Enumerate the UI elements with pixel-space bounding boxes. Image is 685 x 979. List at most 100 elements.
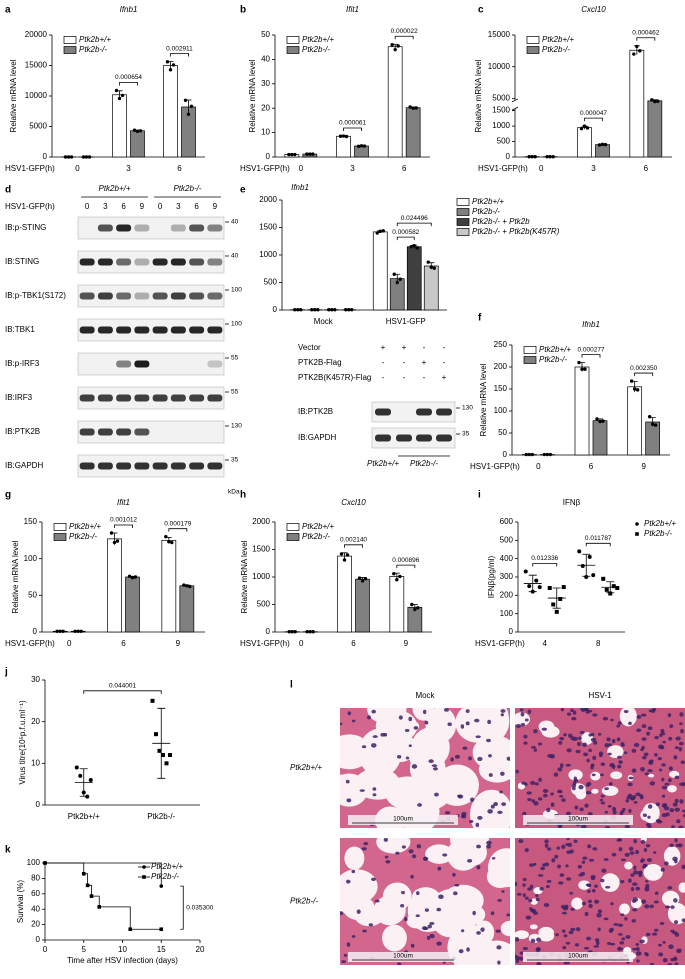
p-value-bracket: [114, 524, 133, 528]
blot-row-label: IB:STING: [5, 257, 39, 266]
y-tick-label: 50: [498, 428, 507, 437]
nucleus: [632, 947, 638, 951]
data-point: [426, 260, 430, 264]
blot-band: [116, 360, 132, 368]
nucleus: [570, 708, 574, 713]
nucleus: [617, 933, 623, 936]
blot-strip: [77, 250, 225, 274]
nucleus: [438, 894, 444, 900]
y-tick-label: 10: [261, 128, 270, 137]
legend-swatch: [63, 46, 77, 54]
data-point: [290, 152, 294, 157]
condition-mark: -: [382, 373, 385, 382]
y-axis-label: Relative mRNA level: [11, 540, 20, 613]
data-point: [635, 44, 639, 49]
nucleus: [474, 718, 480, 723]
group-label: Ptk2b+/+: [367, 459, 399, 468]
nucleus: [669, 724, 674, 729]
nucleus: [476, 931, 481, 935]
bar: [595, 144, 610, 158]
blot-row-label: IB:p-IRF3: [5, 359, 40, 368]
nucleus: [653, 900, 659, 904]
p-value-bracket: [396, 236, 415, 241]
data-point: [316, 308, 320, 312]
nucleus: [646, 731, 651, 736]
blot-band: [116, 258, 132, 266]
data-point: [632, 387, 637, 391]
blot-band: [134, 224, 150, 232]
nucleus: [607, 752, 612, 756]
nucleus: [620, 913, 625, 917]
nucleus: [681, 782, 685, 787]
blot-band: [79, 428, 95, 436]
data-point: [167, 540, 171, 544]
nucleus: [658, 768, 663, 772]
data-point: [392, 572, 396, 576]
data-point: [653, 99, 657, 104]
nucleus: [488, 773, 493, 777]
data-point: [629, 379, 634, 383]
nucleus: [613, 923, 619, 926]
blot-band: [436, 434, 452, 442]
chart-title: Cxcl10: [341, 498, 366, 507]
data-point: [396, 44, 400, 48]
data-point: [429, 265, 433, 269]
nucleus: [363, 841, 369, 846]
bar: [179, 585, 195, 633]
nucleus: [644, 904, 650, 909]
nucleus: [442, 853, 448, 857]
nucleus: [351, 869, 356, 874]
blot-band: [97, 258, 113, 266]
alveolar-space: [358, 728, 402, 778]
nucleus: [610, 902, 614, 906]
nucleus: [655, 802, 660, 807]
lane-label: 9: [140, 202, 145, 211]
alveolar-space: [591, 788, 599, 794]
nucleus: [591, 773, 596, 777]
nucleus: [661, 785, 668, 790]
legend-marker: [142, 875, 146, 879]
scale-bar-box: [523, 815, 633, 825]
x-tick-label: 5: [82, 945, 87, 954]
nucleus: [645, 822, 651, 827]
data-point: [551, 154, 555, 159]
nucleus: [582, 742, 587, 747]
alveolar-space: [399, 719, 420, 733]
size-unit: kDa: [228, 489, 240, 496]
data-point: [414, 106, 418, 110]
nucleus: [610, 718, 614, 722]
nucleus: [647, 726, 653, 731]
bar: [372, 231, 388, 311]
nucleus: [581, 901, 586, 906]
nucleus: [495, 929, 501, 933]
nucleus: [527, 887, 533, 891]
nucleus: [673, 956, 677, 960]
nucleus: [618, 760, 623, 764]
y-tick-label: 20: [31, 920, 40, 929]
nucleus: [546, 807, 551, 813]
alveolar-space: [624, 861, 633, 870]
data-point: [133, 575, 138, 579]
nucleus: [594, 899, 600, 904]
nucleus: [367, 715, 371, 720]
nucleus: [633, 801, 638, 804]
nucleus: [649, 781, 656, 786]
nucleus: [656, 819, 663, 824]
alveolar-space: [529, 924, 538, 930]
nucleus: [602, 716, 609, 721]
legend-swatch: [286, 523, 300, 531]
nucleus: [577, 741, 582, 747]
nucleus: [515, 769, 519, 774]
nucleus: [436, 907, 442, 912]
nucleus: [636, 715, 642, 719]
nucleus: [636, 959, 640, 963]
nucleus: [587, 844, 592, 849]
alveolar-space: [578, 880, 591, 890]
legend-swatch: [456, 208, 470, 216]
blot-band: [189, 258, 205, 266]
nucleus: [345, 779, 350, 784]
nucleus: [638, 870, 643, 874]
blot-band: [97, 224, 113, 232]
blot-strip: [77, 386, 225, 410]
nucleus: [592, 888, 596, 893]
